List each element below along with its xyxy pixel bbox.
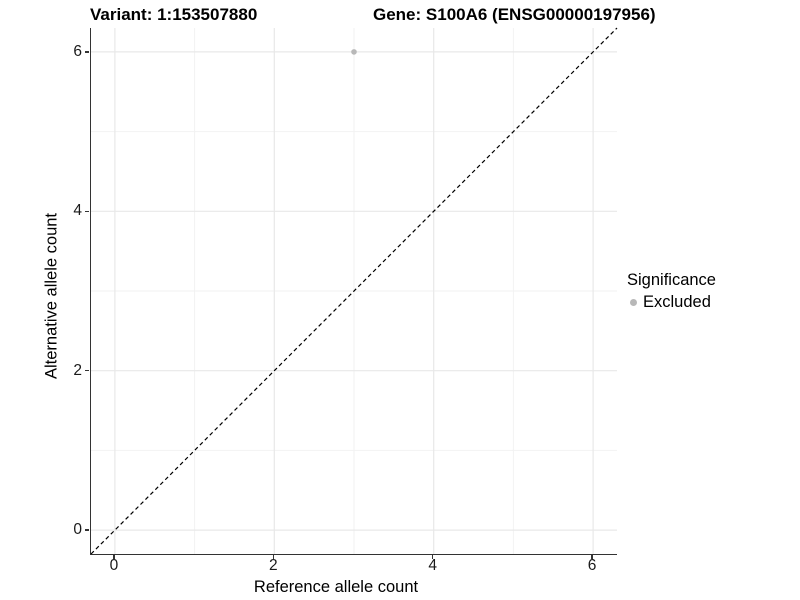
y-axis-tick-mark [85,51,89,53]
y-axis-tick-label: 0 [73,521,82,539]
x-axis-tick-label: 2 [268,557,278,574]
legend-title: Significance [627,271,716,289]
y-axis-tick-mark [85,529,89,531]
y-axis-tick-label: 6 [73,42,82,60]
legend-point-icon [630,299,637,306]
x-axis-tick-mark [272,555,274,559]
legend-items: Excluded [627,293,716,312]
x-axis-tick-label: 6 [587,557,597,574]
y-axis-tick-mark [85,369,89,372]
y-axis-tick-label: 2 [73,361,82,379]
x-axis-tick-label: 0 [109,557,119,574]
y-axis-title: Alternative allele count [42,212,61,380]
identity-reference-line [90,27,618,555]
y-axis-tick-mark [85,210,89,212]
x-axis-tick-mark [113,555,115,559]
x-axis-tick-label: 4 [428,557,437,574]
data-point [351,49,357,55]
legend-item-label: Excluded [643,293,711,311]
plot-panel [90,27,618,555]
legend: Significance Excluded [627,271,716,312]
x-axis-tick-mark [431,555,434,559]
y-axis-tick-label: 4 [73,202,82,220]
plot-area-svg [90,27,618,555]
plot-title-variant: Variant: 1:153507880 [90,5,258,24]
plot-title-gene: Gene: S100A6 (ENSG00000197956) [373,5,656,24]
legend-item: Excluded [627,293,716,312]
x-axis-tick-mark [591,555,593,559]
x-axis-title: Reference allele count [253,578,419,596]
